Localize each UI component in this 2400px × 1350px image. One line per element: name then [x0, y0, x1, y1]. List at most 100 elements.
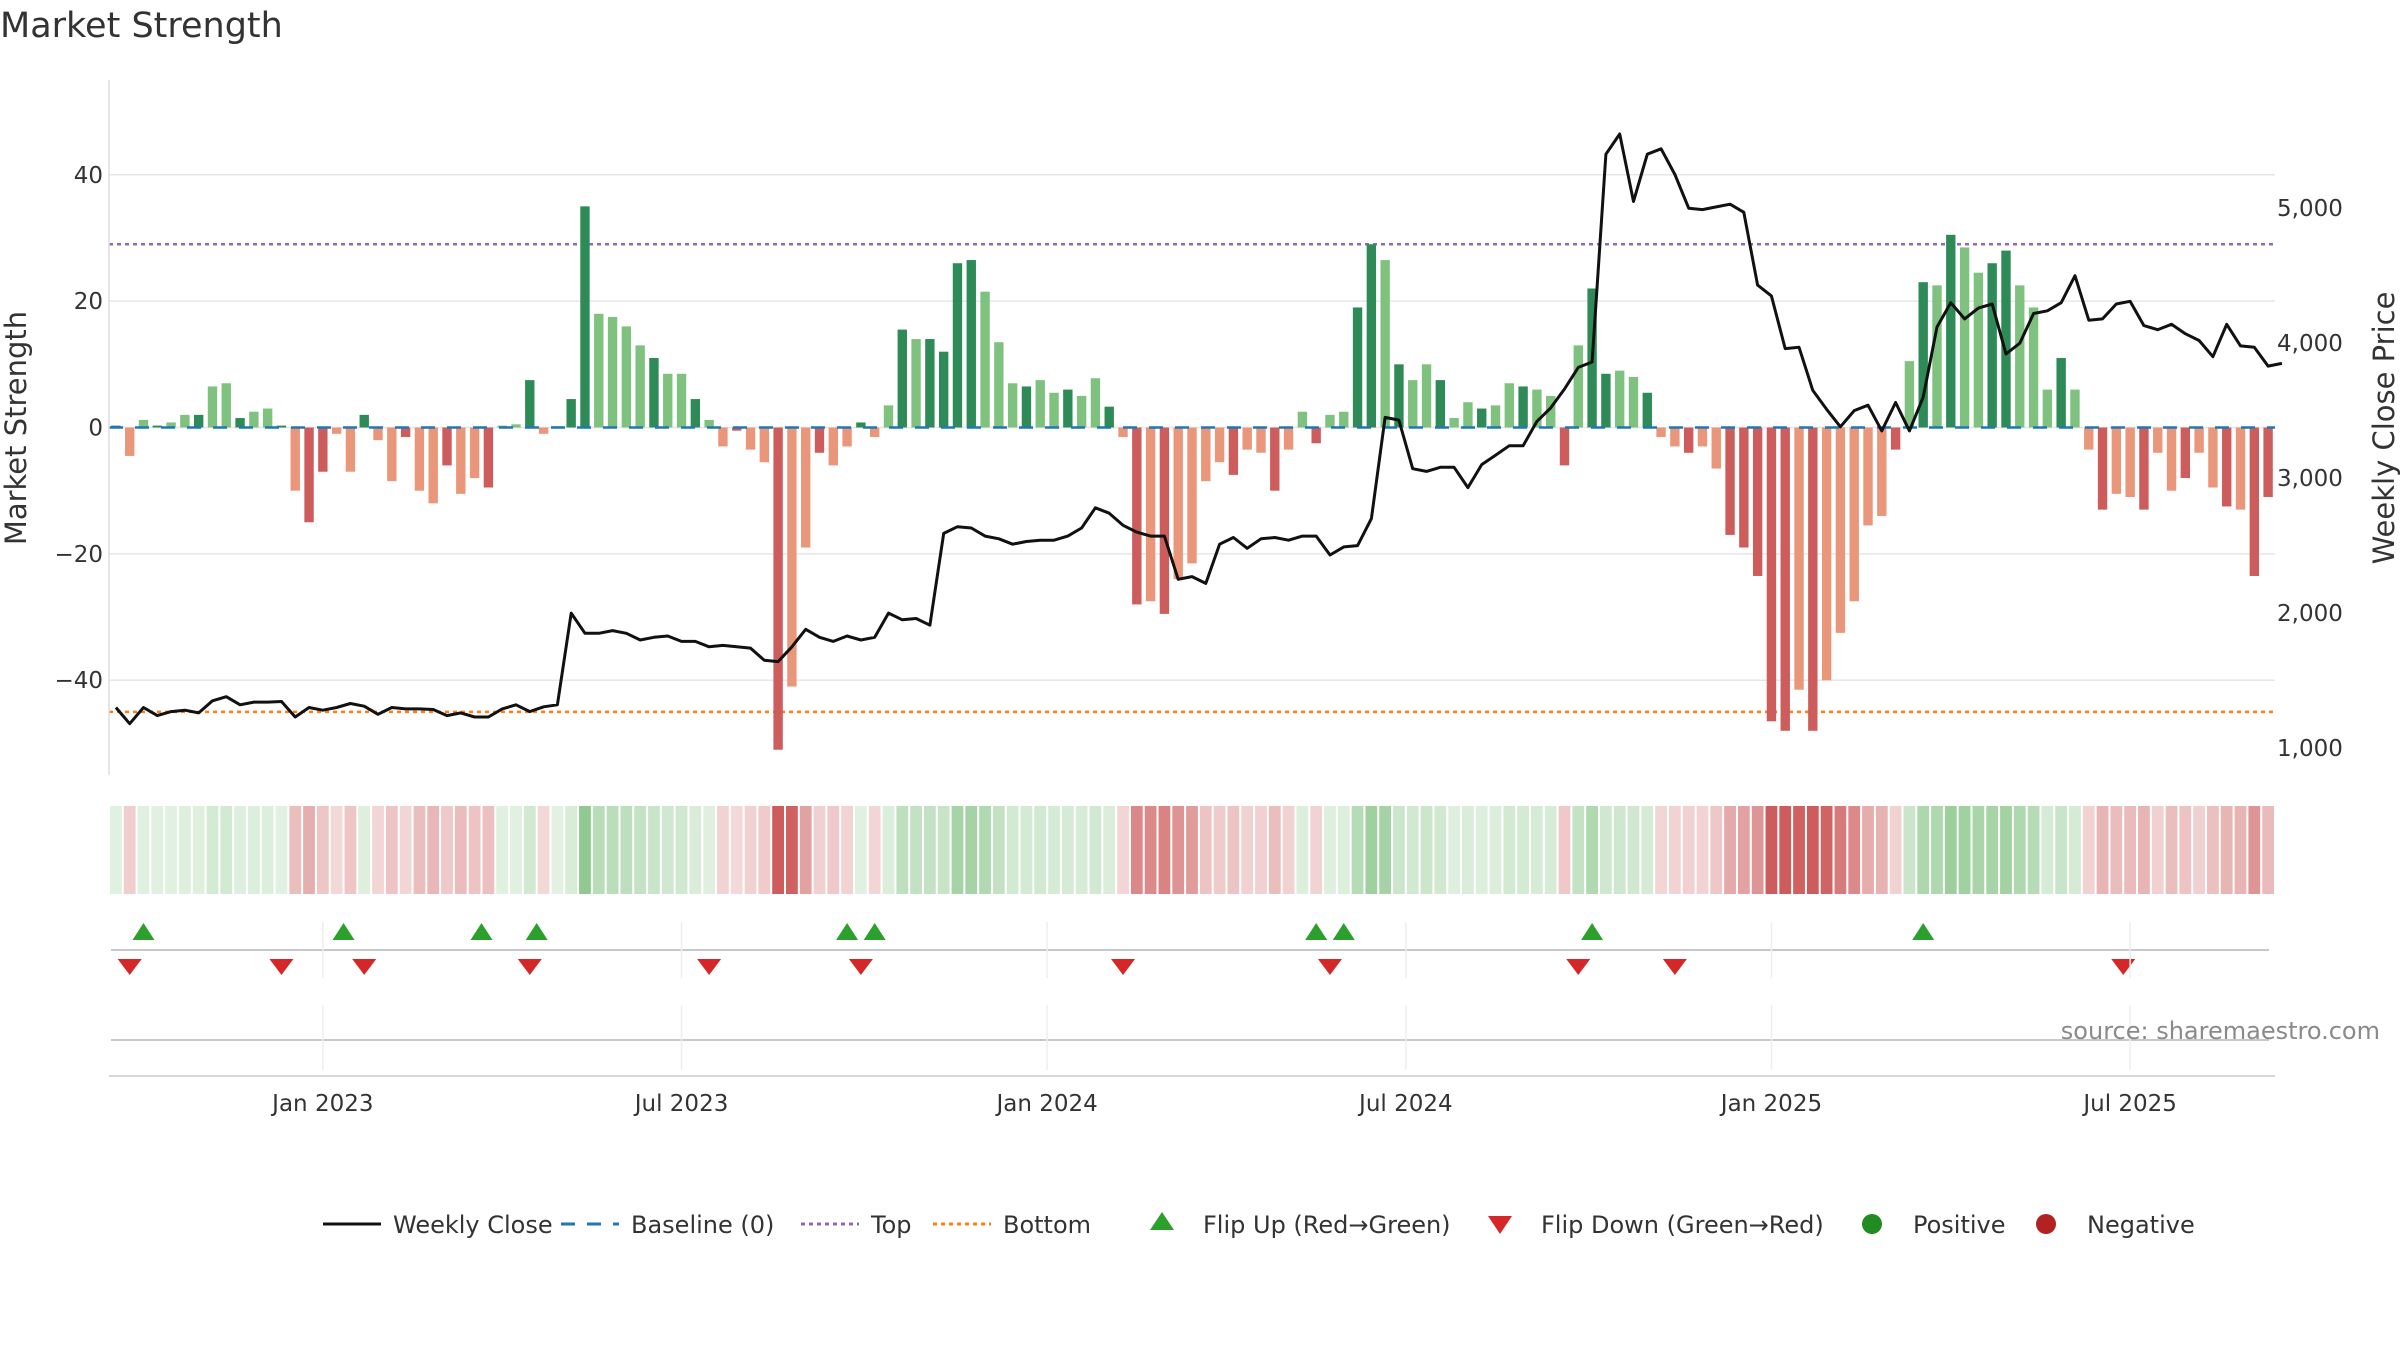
- strength-bar: [704, 419, 714, 428]
- strength-bar: [594, 313, 604, 428]
- strength-bar: [649, 358, 659, 428]
- regime-cell: [1393, 806, 1405, 894]
- regime-cell: [2041, 806, 2054, 894]
- regime-cell: [620, 806, 633, 894]
- regime-cell: [385, 806, 398, 894]
- regime-cell: [1144, 806, 1157, 894]
- regime-cell: [1544, 806, 1557, 894]
- regime-cell: [1765, 806, 1778, 894]
- regime-cell: [1599, 806, 1612, 894]
- strength-bar: [607, 316, 618, 428]
- axes: 40 20 0 −20 −40 5,000 4,000 3,000 2,000 1,000: [54, 80, 2343, 775]
- triangle-down-icon: [1488, 1216, 1512, 1234]
- strength-bar: [1656, 427, 1666, 437]
- regime-cell: [1089, 806, 1102, 894]
- strength-bar: [1601, 373, 1611, 428]
- x-tick-label: Jul 2023: [633, 1091, 729, 1117]
- legend-item: Flip Up (Red→Green): [1150, 1211, 1451, 1239]
- regime-strip: [110, 806, 2274, 894]
- regime-cell: [661, 806, 674, 894]
- regime-cell: [758, 806, 771, 894]
- strength-bar: [1256, 427, 1266, 453]
- regime-cell: [247, 806, 260, 894]
- regime-cell: [413, 806, 426, 894]
- strength-bar: [966, 260, 976, 428]
- flip-down-marker: [269, 959, 294, 975]
- flip-down-marker: [1317, 959, 1342, 975]
- strength-bar: [1270, 427, 1280, 491]
- regime-cell: [703, 806, 716, 894]
- regime-cell: [854, 806, 867, 894]
- regime-cell: [2138, 806, 2150, 894]
- legend-label: Bottom: [1003, 1211, 1091, 1239]
- strength-bar: [1104, 406, 1114, 428]
- strength-bar: [373, 427, 383, 441]
- regime-cell: [786, 806, 798, 894]
- strength-bar: [304, 427, 314, 523]
- strength-bar: [842, 427, 852, 447]
- strength-bar: [1766, 427, 1777, 722]
- regime-cell: [813, 806, 826, 894]
- regime-cell: [372, 806, 384, 894]
- strength-bar: [2249, 427, 2259, 576]
- regime-cell: [799, 806, 812, 894]
- regime-cell: [1255, 806, 1267, 894]
- strength-bar: [828, 427, 838, 466]
- regime-cell: [717, 806, 729, 894]
- regime-cell: [1061, 806, 1074, 894]
- regime-cell: [482, 806, 495, 894]
- strength-bar: [1808, 427, 1818, 731]
- regime-cell: [1130, 806, 1143, 894]
- flip-down-marker: [2111, 959, 2136, 975]
- strength-bar: [676, 373, 687, 428]
- strength-bar: [525, 380, 535, 428]
- strength-bar: [469, 427, 480, 479]
- regime-cell: [178, 806, 191, 894]
- flip-up-marker: [1581, 923, 1604, 940]
- flip-up-marker: [836, 923, 859, 940]
- strength-bar: [1201, 427, 1211, 482]
- strength-bar: [621, 326, 632, 428]
- regime-cell: [565, 806, 578, 894]
- strength-bar: [262, 408, 273, 428]
- regime-cell: [937, 806, 950, 894]
- strength-bar: [1021, 386, 1032, 428]
- regime-cell: [1586, 806, 1598, 894]
- x-tick-label: Jul 2024: [1357, 1091, 1453, 1117]
- flip-down-marker: [1111, 959, 1136, 975]
- flip-down-marker: [848, 959, 873, 975]
- strength-bar: [1987, 263, 1997, 428]
- regime-cell: [1296, 806, 1309, 894]
- regime-cell: [648, 806, 660, 894]
- regime-cell: [1186, 806, 1198, 894]
- strength-bar: [1863, 427, 1873, 526]
- regime-cell: [689, 806, 702, 894]
- strength-bar: [1435, 380, 1446, 428]
- strength-bar: [1463, 402, 1473, 428]
- strength-bar: [276, 425, 287, 428]
- strength-bar: [2194, 427, 2204, 453]
- regime-cell: [496, 806, 509, 894]
- legend-label: Positive: [1913, 1211, 2006, 1239]
- regime-cell: [523, 806, 536, 894]
- strength-bar: [1546, 395, 1556, 428]
- regime-cell: [1337, 806, 1350, 894]
- strength-bar: [938, 351, 949, 428]
- regime-cell: [289, 806, 302, 894]
- strength-bar: [1642, 392, 1652, 428]
- strength-bar: [911, 339, 921, 428]
- strength-bar: [1477, 408, 1487, 428]
- legend-item: Weekly Close: [323, 1211, 553, 1239]
- strength-bar: [193, 414, 204, 428]
- strength-bar: [152, 425, 162, 428]
- strength-bar: [1973, 272, 1984, 428]
- legend-label: Top: [870, 1211, 912, 1239]
- regime-cell: [2179, 806, 2192, 894]
- strength-bar: [1352, 307, 1363, 428]
- strength-bar: [1283, 427, 1294, 450]
- regime-cell: [151, 806, 164, 894]
- regime-cell: [1379, 806, 1392, 894]
- flip-down-marker: [352, 959, 377, 975]
- strength-bar: [663, 373, 673, 428]
